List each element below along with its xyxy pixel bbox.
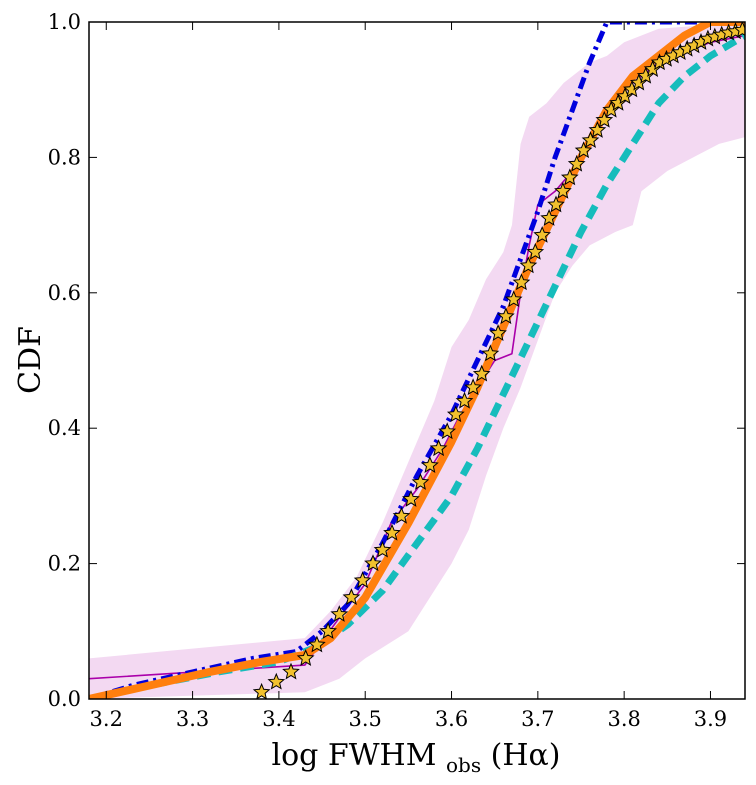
- x-tick-label: 3.7: [521, 707, 554, 731]
- star-marker: [540, 209, 558, 226]
- star-marker: [567, 154, 586, 172]
- star-marker: [446, 405, 465, 423]
- x-axis-title: log FWHM obs (Hα): [272, 738, 561, 780]
- x-tick-label: 3.8: [607, 707, 640, 731]
- x-axis-title-subscript: obs: [446, 753, 481, 777]
- star-marker: [497, 307, 515, 325]
- star-marker: [733, 22, 745, 38]
- star-marker: [574, 141, 593, 159]
- x-tick-label: 3.9: [694, 707, 727, 731]
- star-marker: [512, 273, 531, 291]
- star-marker: [267, 672, 286, 690]
- star-marker: [373, 540, 392, 558]
- star-marker: [504, 290, 523, 308]
- x-tick-label: 3.5: [349, 707, 382, 731]
- x-tick-label: 3.2: [90, 707, 123, 731]
- star-marker: [411, 473, 430, 490]
- star-marker: [429, 439, 448, 457]
- y-tick-label: 0.6: [48, 281, 81, 305]
- x-tick-label: 3.6: [435, 707, 468, 731]
- star-marker: [319, 621, 337, 639]
- y-axis-title: CDF: [13, 326, 48, 394]
- star-marker: [282, 662, 300, 680]
- plot-area-frame: [88, 21, 746, 700]
- star-marker: [455, 391, 474, 409]
- star-marker: [353, 571, 372, 589]
- star-marker: [464, 378, 482, 396]
- y-tick-label: 0.0: [48, 687, 81, 711]
- star-marker: [252, 682, 271, 699]
- star-marker: [554, 182, 572, 199]
- star-marker: [308, 635, 326, 653]
- confidence-band: [89, 22, 745, 699]
- confidence-band-layer: [89, 22, 745, 699]
- star-marker: [296, 649, 315, 666]
- x-axis-title-tail: (Hα): [491, 738, 561, 773]
- star-marker: [526, 242, 545, 260]
- star-marker: [438, 422, 457, 440]
- star-marker: [342, 588, 361, 605]
- star-marker: [472, 364, 491, 382]
- star-marker: [402, 490, 420, 507]
- x-axis-title-main: log FWHM: [272, 738, 437, 773]
- star-marker: [489, 324, 507, 341]
- star-marker: [330, 605, 349, 622]
- x-tick-label: 3.4: [262, 707, 295, 731]
- star-marker: [595, 110, 614, 128]
- star-marker: [588, 120, 607, 138]
- star-marker: [421, 456, 439, 473]
- axis-ticks-layer: 3.2 3.3 3.4 3.5 3.6 3.7 3.8 3.9 0.0 0.2 0.4 0.6 0.8 1…: [48, 10, 745, 731]
- series-line-dash-dot: [89, 22, 745, 699]
- star-marker: [519, 256, 538, 274]
- star-marker: [533, 226, 552, 243]
- star-marker: [547, 195, 565, 213]
- y-tick-label: 0.8: [48, 145, 81, 169]
- star-markers-layer: [252, 22, 745, 699]
- star-marker: [481, 344, 500, 362]
- star-marker: [364, 554, 382, 572]
- x-tick-label: 3.3: [176, 707, 209, 731]
- y-tick-label: 1.0: [48, 10, 81, 34]
- star-marker: [383, 523, 401, 541]
- star-marker: [560, 168, 579, 186]
- star-marker: [581, 131, 600, 148]
- y-tick-label: 0.2: [48, 552, 81, 576]
- star-marker: [392, 506, 411, 524]
- y-tick-label: 0.4: [48, 416, 81, 440]
